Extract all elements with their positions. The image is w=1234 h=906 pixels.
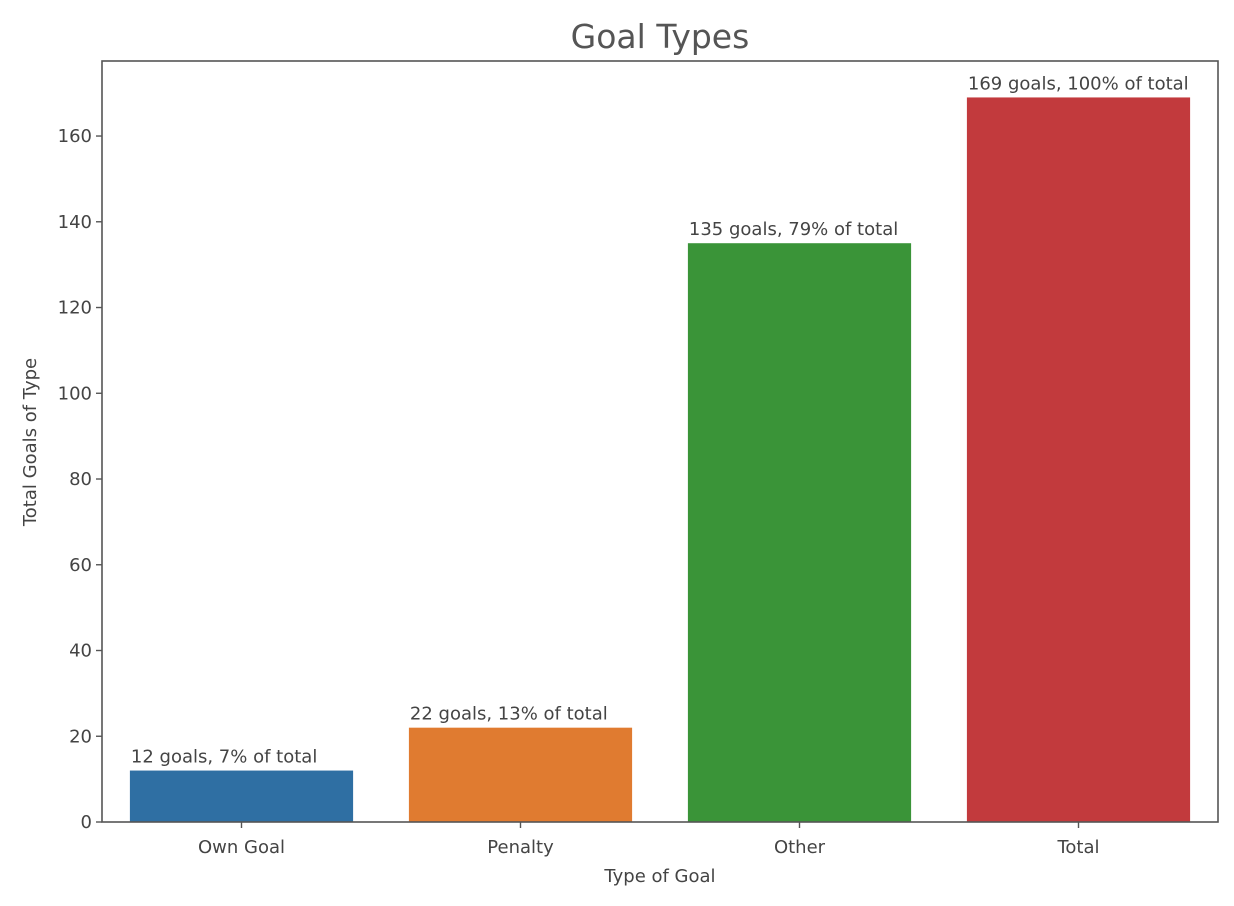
data-label: 22 goals, 13% of total [410, 704, 608, 725]
x-axis: Own Goal Penalty Other Total [198, 822, 1100, 858]
x-tick-label: Total [1056, 837, 1099, 858]
bar-own-goal [129, 770, 354, 822]
bar-other [687, 243, 912, 822]
x-tick-label: Own Goal [198, 837, 285, 858]
y-tick-label: 120 [58, 298, 92, 319]
y-tick-label: 20 [69, 726, 92, 747]
y-tick-label: 140 [58, 212, 92, 233]
y-axis-label: Total Goals of Type [20, 358, 41, 527]
y-tick-label: 100 [58, 383, 92, 404]
x-tick-label: Other [774, 837, 826, 858]
y-tick-label: 40 [69, 641, 92, 662]
data-labels-group: 12 goals, 7% of total 22 goals, 13% of to… [131, 73, 1189, 767]
y-tick-label: 160 [58, 126, 92, 147]
data-label: 12 goals, 7% of total [131, 747, 317, 768]
data-label: 169 goals, 100% of total [968, 73, 1189, 94]
data-label: 135 goals, 79% of total [689, 219, 898, 240]
bars-group [129, 97, 1191, 822]
y-tick-label: 60 [69, 555, 92, 576]
x-axis-label: Type of Goal [603, 866, 715, 887]
chart-title: Goal Types [571, 17, 750, 56]
plot-area-frame [101, 60, 1219, 823]
y-tick-label: 0 [81, 812, 92, 833]
y-axis: 0 20 40 60 80 100 120 140 160 [58, 126, 102, 833]
bar-total [966, 97, 1191, 822]
y-tick-label: 80 [69, 469, 92, 490]
bar-penalty [408, 727, 633, 822]
x-tick-label: Penalty [487, 837, 554, 858]
